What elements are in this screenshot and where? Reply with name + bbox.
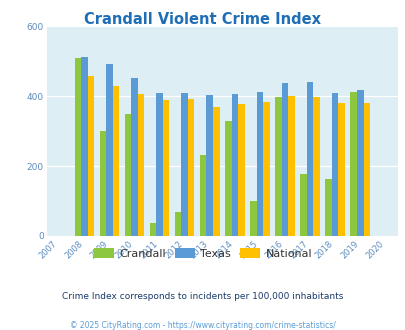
- Bar: [350, 92, 356, 236]
- Bar: [124, 114, 131, 236]
- Text: Crandall Violent Crime Index: Crandall Violent Crime Index: [84, 12, 321, 26]
- Bar: [288, 96, 294, 236]
- Bar: [149, 223, 156, 236]
- Bar: [131, 78, 137, 236]
- Text: © 2025 CityRating.com - https://www.cityrating.com/crime-statistics/: © 2025 CityRating.com - https://www.city…: [70, 321, 335, 330]
- Legend: Crandall, Texas, National: Crandall, Texas, National: [89, 244, 316, 263]
- Bar: [200, 155, 206, 236]
- Bar: [331, 93, 338, 236]
- Bar: [256, 92, 262, 236]
- Bar: [362, 103, 369, 236]
- Bar: [81, 57, 87, 236]
- Bar: [181, 93, 188, 236]
- Bar: [75, 58, 81, 236]
- Bar: [112, 86, 119, 236]
- Bar: [99, 131, 106, 236]
- Bar: [306, 82, 313, 236]
- Bar: [137, 94, 144, 236]
- Bar: [281, 83, 288, 236]
- Bar: [300, 174, 306, 236]
- Bar: [231, 94, 237, 236]
- Bar: [206, 95, 213, 236]
- Bar: [249, 201, 256, 236]
- Bar: [162, 100, 169, 236]
- Bar: [356, 90, 362, 236]
- Bar: [213, 108, 219, 236]
- Bar: [87, 76, 94, 236]
- Bar: [313, 97, 319, 236]
- Bar: [262, 102, 269, 236]
- Bar: [188, 99, 194, 236]
- Bar: [106, 64, 112, 236]
- Bar: [156, 93, 162, 236]
- Text: Crime Index corresponds to incidents per 100,000 inhabitants: Crime Index corresponds to incidents per…: [62, 292, 343, 301]
- Bar: [338, 103, 344, 236]
- Bar: [224, 121, 231, 236]
- Bar: [324, 180, 331, 236]
- Bar: [175, 212, 181, 236]
- Bar: [275, 97, 281, 236]
- Bar: [237, 104, 244, 236]
